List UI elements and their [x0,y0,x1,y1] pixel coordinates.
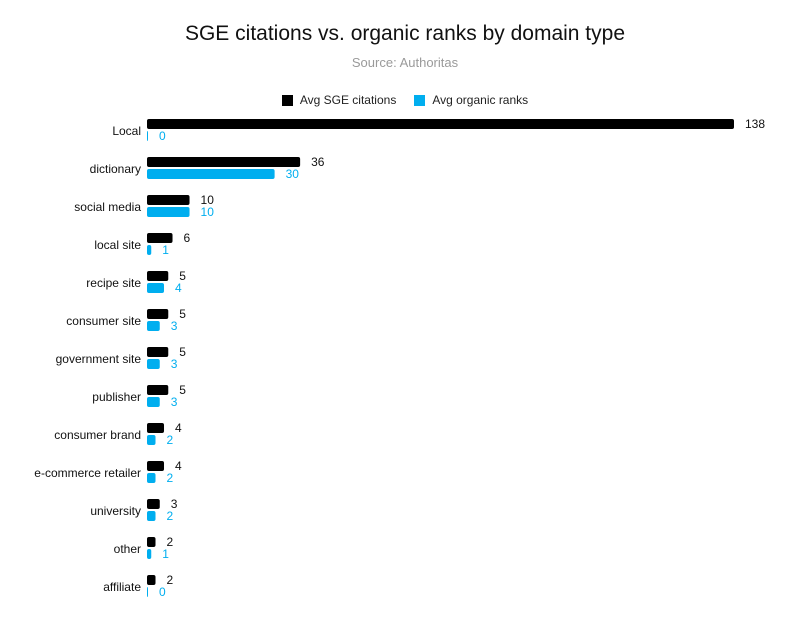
category-label-dictionary: dictionary [90,162,141,176]
bar-organic-ranks-local-site[interactable] [147,245,152,255]
bar-organic-ranks-dictionary[interactable] [147,169,275,179]
bar-sge-citations-publisher[interactable] [147,385,169,395]
category-label-e-commerce-retailer: e-commerce retailer [34,466,141,480]
bar-organic-ranks-local[interactable] [147,131,148,141]
category-label-consumer-site: consumer site [66,314,141,328]
bar-sge-citations-government-site[interactable] [147,347,169,357]
bar-organic-ranks-government-site[interactable] [147,359,160,369]
chart-legend: Avg SGE citations Avg organic ranks [0,93,810,107]
value-label-organic-ranks-government-site: 3 [171,357,178,371]
legend-label-sge-citations: Avg SGE citations [299,93,397,107]
bar-organic-ranks-consumer-site[interactable] [147,321,160,331]
category-label-recipe-site: recipe site [86,276,141,290]
value-label-sge-citations-affiliate: 2 [167,573,174,587]
bar-sge-citations-consumer-brand[interactable] [147,423,165,433]
value-label-sge-citations-dictionary: 36 [311,155,325,169]
value-label-organic-ranks-consumer-site: 3 [171,319,178,333]
category-label-university: university [90,504,141,518]
bar-sge-citations-consumer-site[interactable] [147,309,169,319]
value-label-sge-citations-government-site: 5 [179,345,186,359]
value-label-sge-citations-consumer-site: 5 [179,307,186,321]
bar-organic-ranks-other[interactable] [147,549,152,559]
value-label-sge-citations-publisher: 5 [179,383,186,397]
value-label-sge-citations-e-commerce-retailer: 4 [175,459,182,473]
value-label-sge-citations-other: 2 [167,535,174,549]
value-label-sge-citations-local-site: 6 [184,231,191,245]
legend-item-sge-citations[interactable]: Avg SGE citations [281,93,397,107]
bar-organic-ranks-e-commerce-retailer[interactable] [147,473,156,483]
legend-swatch-organic-ranks [414,94,426,106]
bar-organic-ranks-social-media[interactable] [147,207,190,217]
category-label-government-site: government site [56,352,142,366]
bar-sge-citations-recipe-site[interactable] [147,271,169,281]
value-label-organic-ranks-e-commerce-retailer: 2 [167,471,174,485]
value-label-sge-citations-social-media: 10 [201,193,215,207]
value-label-organic-ranks-publisher: 3 [171,395,178,409]
bar-organic-ranks-affiliate[interactable] [147,587,148,597]
legend-item-organic-ranks[interactable]: Avg organic ranks [414,93,528,107]
value-label-organic-ranks-affiliate: 0 [159,585,166,599]
chart-subtitle: Source: Authoritas [351,55,459,70]
value-label-sge-citations-university: 3 [171,497,178,511]
bar-sge-citations-other[interactable] [147,537,156,547]
category-label-local: Local [112,124,141,138]
bar-sge-citations-university[interactable] [147,499,160,509]
bar-sge-citations-social-media[interactable] [147,195,190,205]
bar-sge-citations-local[interactable] [147,119,734,129]
chart-title: SGE citations vs. organic ranks by domai… [184,22,626,45]
value-label-organic-ranks-dictionary: 30 [286,167,300,181]
bar-sge-citations-affiliate[interactable] [147,575,156,585]
value-label-sge-citations-recipe-site: 5 [179,269,186,283]
bar-sge-citations-local-site[interactable] [147,233,173,243]
category-label-local-site: local site [94,238,141,252]
category-label-other: other [114,542,141,556]
value-label-sge-citations-local: 138 [745,117,765,131]
bar-organic-ranks-consumer-brand[interactable] [147,435,156,445]
value-label-organic-ranks-consumer-brand: 2 [167,433,174,447]
bar-sge-citations-e-commerce-retailer[interactable] [147,461,165,471]
bar-organic-ranks-publisher[interactable] [147,397,160,407]
value-label-organic-ranks-local-site: 1 [162,243,169,257]
category-label-affiliate: affiliate [103,580,141,594]
legend-swatch-sge-citations [281,94,293,106]
category-label-publisher: publisher [92,390,141,404]
category-label-social-media: social media [74,200,141,214]
legend-label-organic-ranks: Avg organic ranks [432,93,529,107]
value-label-organic-ranks-social-media: 10 [201,205,215,219]
value-label-sge-citations-consumer-brand: 4 [175,421,182,435]
bar-organic-ranks-recipe-site[interactable] [147,283,165,293]
value-label-organic-ranks-university: 2 [167,509,174,523]
bar-sge-citations-dictionary[interactable] [147,157,301,167]
value-label-organic-ranks-local: 0 [159,129,166,143]
category-label-consumer-brand: consumer brand [54,428,141,442]
value-label-organic-ranks-recipe-site: 4 [175,281,182,295]
bar-organic-ranks-university[interactable] [147,511,156,521]
value-label-organic-ranks-other: 1 [162,547,169,561]
